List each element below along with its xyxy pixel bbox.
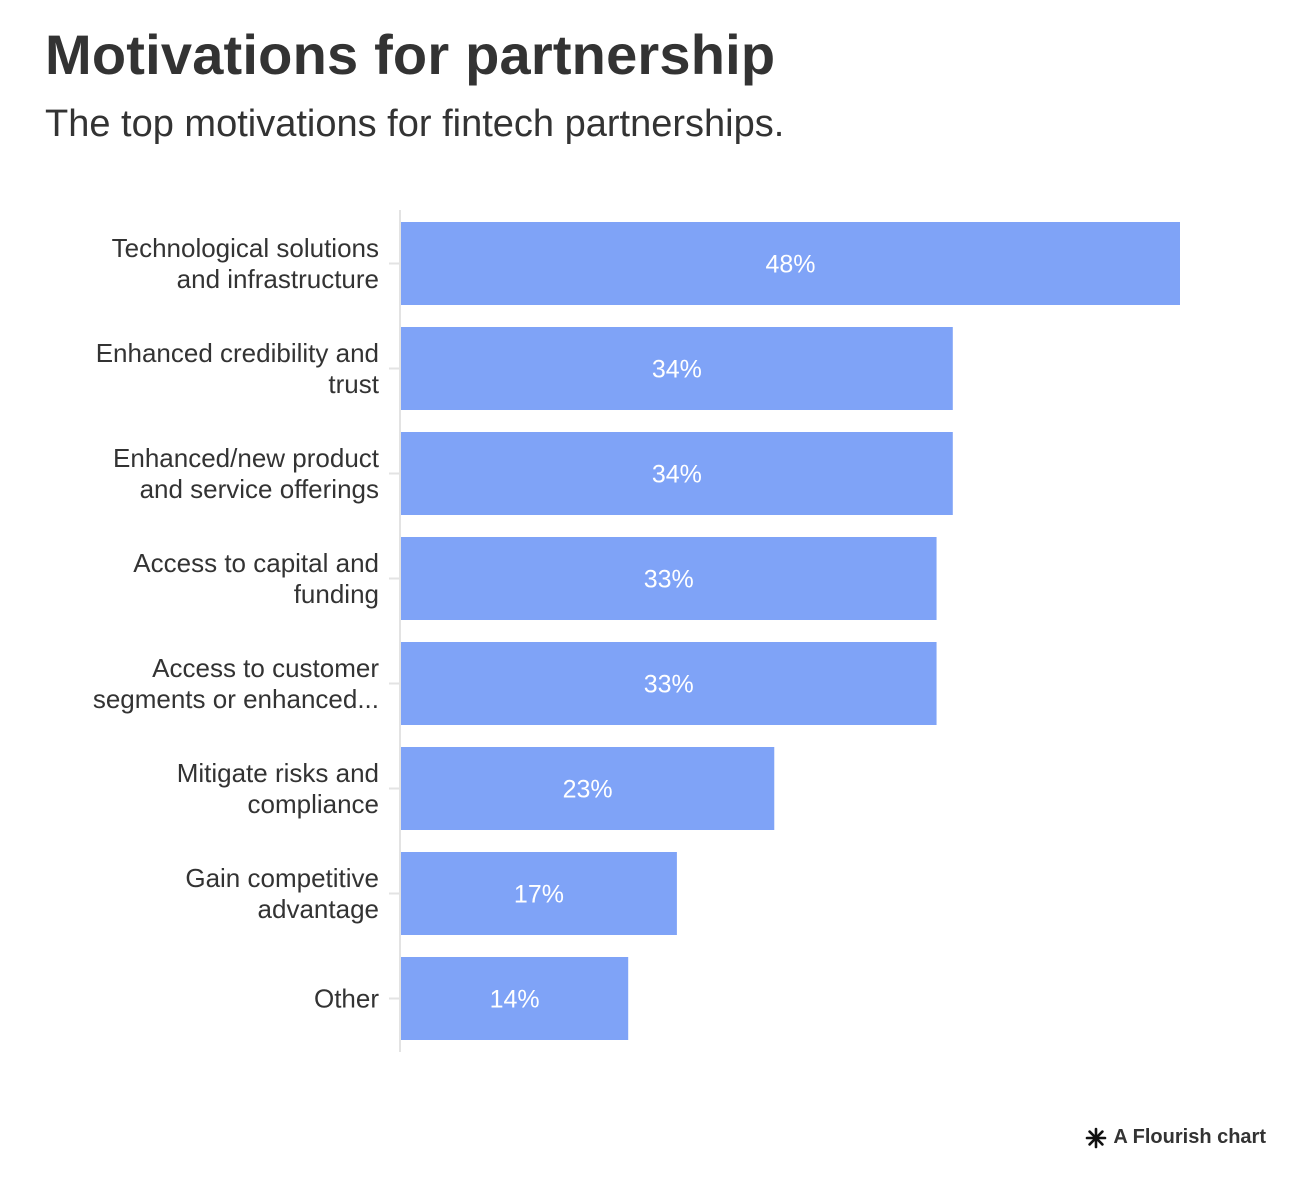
bar[interactable] — [401, 537, 937, 620]
category-label-line: Technological solutions — [112, 233, 379, 263]
category-label-line: segments or enhanced... — [93, 684, 379, 714]
category-label-line: and infrastructure — [177, 264, 379, 294]
category-label: Other — [314, 984, 379, 1014]
category-label-line: Enhanced credibility and — [96, 338, 379, 368]
bar[interactable] — [401, 642, 937, 725]
bar-value-label: 17% — [514, 881, 564, 909]
category-label: Access to customer segments or enhanced..… — [93, 653, 380, 714]
category-label-line: and service offerings — [140, 474, 379, 504]
bar[interactable] — [401, 957, 629, 1040]
bar-value-label: 34% — [652, 356, 702, 384]
bar-value-label: 14% — [490, 986, 540, 1014]
category-label-line: compliance — [247, 789, 379, 819]
flourish-credit[interactable]: A Flourish chart — [1085, 1126, 1266, 1149]
category-label-line: Access to capital and — [133, 548, 379, 578]
category-label-line: Other — [314, 984, 379, 1014]
bar-value-label: 23% — [563, 776, 613, 804]
category-label: Mitigate risks and compliance — [177, 758, 379, 819]
chart-title: Motivations for partnership — [45, 23, 776, 86]
flourish-asterisk-icon — [1086, 1127, 1107, 1148]
category-label: Access to capital and funding — [133, 548, 379, 609]
flourish-credit-text: A Flourish chart — [1113, 1126, 1266, 1148]
category-label: Technological solutions and infrastructur… — [112, 233, 379, 294]
bar[interactable] — [401, 432, 953, 515]
bar-value-label: 33% — [644, 566, 694, 594]
bar-value-label: 34% — [652, 461, 702, 489]
bar[interactable] — [401, 327, 953, 410]
category-label-line: Mitigate risks and — [177, 758, 379, 788]
chart-subtitle: The top motivations for fintech partners… — [45, 103, 785, 145]
category-label-line: Gain competitive — [185, 863, 379, 893]
category-label: Enhanced/new product and service offering… — [113, 443, 380, 504]
bar[interactable] — [401, 747, 775, 830]
category-label-line: Access to customer — [152, 653, 379, 683]
category-label-line: funding — [294, 579, 379, 609]
category-label: Gain competitive advantage — [185, 863, 379, 924]
category-label-line: advantage — [258, 894, 379, 924]
bar[interactable] — [401, 222, 1180, 305]
bar-value-label: 33% — [644, 671, 694, 699]
category-label-line: Enhanced/new product — [113, 443, 380, 473]
category-label: Enhanced credibility and trust — [96, 338, 380, 399]
category-label-line: trust — [328, 369, 379, 399]
bar-value-label: 48% — [765, 251, 815, 279]
bar[interactable] — [401, 852, 677, 935]
